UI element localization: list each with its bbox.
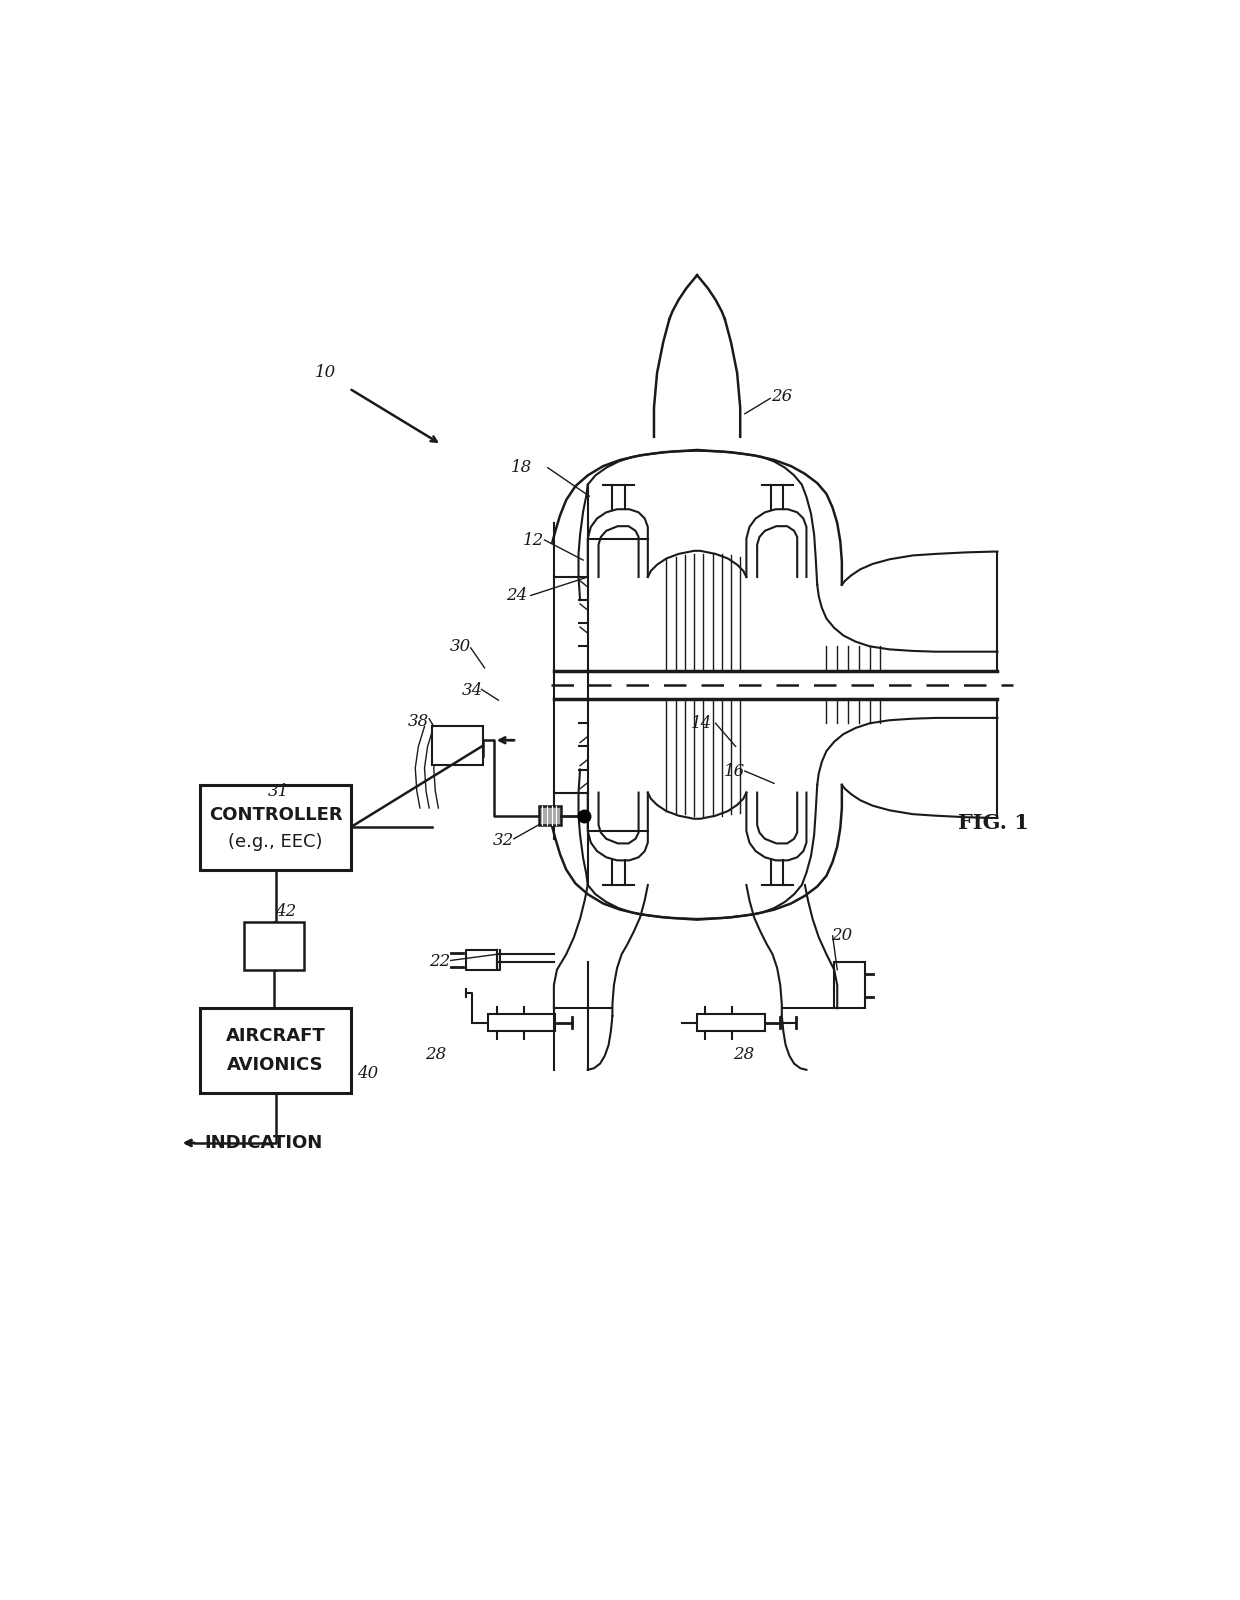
Bar [697,1014,765,1032]
Text: AIRCRAFT: AIRCRAFT [226,1027,325,1045]
Bar [201,786,351,870]
Text: 31: 31 [268,782,289,800]
Bar [433,726,484,765]
Text: (e.g., EEC): (e.g., EEC) [228,834,322,851]
Text: 22: 22 [429,954,450,971]
Text: 20: 20 [831,928,852,944]
Text: 10: 10 [315,363,336,381]
Text: AVIONICS: AVIONICS [227,1056,324,1074]
Text: FIG. 1: FIG. 1 [959,813,1029,834]
Text: 28: 28 [424,1046,446,1062]
Text: 26: 26 [771,387,792,405]
Bar [201,1008,351,1093]
Text: 16: 16 [723,763,745,779]
Text: 42: 42 [275,902,296,920]
Text: 18: 18 [511,459,532,477]
Text: 38: 38 [408,714,429,730]
Text: 28: 28 [733,1046,754,1062]
Text: 12: 12 [523,531,544,549]
Bar [539,806,560,826]
Bar [487,1014,556,1032]
Text: CONTROLLER: CONTROLLER [208,805,342,824]
Bar [835,962,866,1008]
Text: 34: 34 [461,683,482,699]
Text: 30: 30 [449,638,470,654]
Text: 14: 14 [691,715,712,731]
Text: 24: 24 [506,587,527,603]
Text: INDICATION: INDICATION [205,1134,322,1152]
Text: 40: 40 [357,1066,378,1082]
Text: 32: 32 [492,832,513,850]
Bar [244,922,304,970]
